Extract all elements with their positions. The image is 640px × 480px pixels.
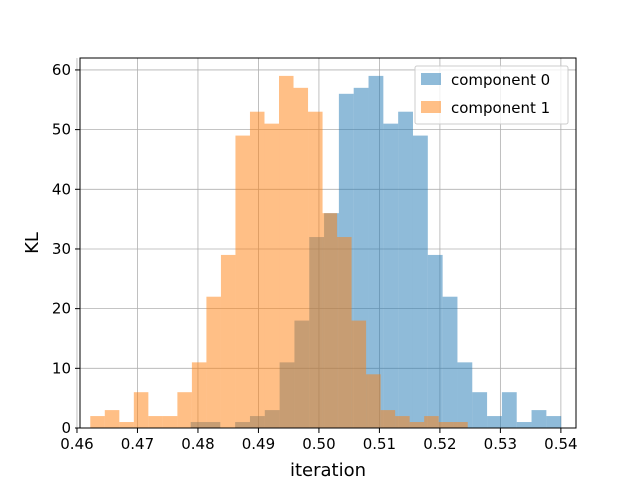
bar-component-1 <box>119 422 134 428</box>
legend-box <box>414 65 569 125</box>
plot-frame <box>79 57 577 429</box>
y-tick-label: 10 <box>52 359 71 377</box>
bar-component-1 <box>337 237 352 428</box>
y-tick-label: 0 <box>61 419 71 437</box>
bar-component-1 <box>453 422 468 428</box>
bar-component-0 <box>531 410 547 428</box>
x-tick-label: 0.51 <box>363 435 396 453</box>
bar-component-1 <box>220 254 236 428</box>
bar-component-1 <box>322 213 338 428</box>
x-tick-label: 0.48 <box>181 435 214 453</box>
legend-label-component-0: component 0 <box>451 71 550 89</box>
x-tick-label: 0.53 <box>484 435 517 453</box>
y-tick-label: 40 <box>52 180 71 198</box>
x-tick-label: 0.49 <box>242 435 275 453</box>
y-tick-label: 20 <box>52 300 71 318</box>
bar-component-0 <box>501 392 517 428</box>
legend-swatch-component-1 <box>421 101 441 113</box>
y-tick-label: 50 <box>52 121 71 139</box>
bar-component-1 <box>279 75 294 428</box>
bar-component-1 <box>380 410 396 428</box>
bar-component-1 <box>366 374 381 428</box>
bar-component-0 <box>472 392 488 428</box>
bar-component-0 <box>457 362 473 428</box>
bar-component-1 <box>206 296 221 428</box>
y-axis-label: KL <box>22 232 43 254</box>
y-tick-label: 60 <box>52 61 71 79</box>
bars <box>90 75 562 429</box>
legend-label-component-1: component 1 <box>451 99 550 117</box>
ticks: 0.46 0.47 0.48 0.49 0.50 0.51 0.52 0.53 0.54 0 10 2… <box>52 61 578 453</box>
bar-component-0 <box>442 296 458 428</box>
x-tick-label: 0.50 <box>302 435 335 453</box>
bar-component-1 <box>409 422 425 428</box>
bar-component-1 <box>308 111 323 428</box>
bar-component-1 <box>249 111 265 428</box>
bar-component-1 <box>191 362 207 428</box>
x-tick-label: 0.47 <box>121 435 154 453</box>
bar-component-0 <box>383 123 399 428</box>
bar-component-1 <box>438 422 454 428</box>
bar-component-0 <box>487 416 502 428</box>
bar-component-0 <box>412 135 428 429</box>
bar-component-0 <box>398 111 413 428</box>
bar-component-1 <box>395 416 410 428</box>
x-tick-label: 0.54 <box>544 435 577 453</box>
y-tick-label: 30 <box>52 240 71 258</box>
legend-swatch-component-0 <box>421 73 441 85</box>
bar-component-1 <box>133 392 149 428</box>
bar-component-0 <box>546 416 562 428</box>
bar-component-0 <box>516 422 532 428</box>
bar-component-1 <box>162 416 178 428</box>
bar-component-0 <box>368 75 384 428</box>
bar-component-1 <box>293 87 309 428</box>
bar-component-0 <box>427 254 443 428</box>
bar-component-1 <box>104 410 120 428</box>
bar-component-1 <box>235 135 250 429</box>
bar-component-1 <box>90 416 105 428</box>
legend: component 0 component 1 <box>414 65 569 125</box>
x-tick-label: 0.52 <box>423 435 456 453</box>
bar-component-1 <box>148 416 163 428</box>
bar-component-1 <box>177 392 192 428</box>
x-tick-label: 0.46 <box>60 435 93 453</box>
bar-component-1 <box>264 123 280 428</box>
bar-component-1 <box>424 416 439 428</box>
x-axis-label: iteration <box>290 460 366 480</box>
bar-component-1 <box>351 320 367 428</box>
